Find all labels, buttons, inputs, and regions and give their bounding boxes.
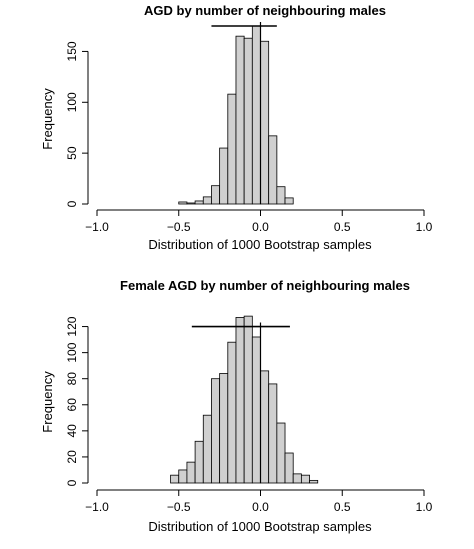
x-axis: −1.0 −0.5 0.0 0.5 1.0 xyxy=(85,209,433,234)
y-tick-label: 100 xyxy=(65,342,79,362)
interval-overlay xyxy=(211,22,277,204)
histogram-bars xyxy=(170,315,319,484)
y-tick-label: 40 xyxy=(65,424,79,438)
chart-title: Female AGD by number of neighbouring mal… xyxy=(120,278,410,293)
histogram-bar xyxy=(284,197,294,205)
x-tick-label: −0.5 xyxy=(167,500,191,514)
y-tick-label: 50 xyxy=(65,146,79,160)
histogram-bar xyxy=(268,135,278,205)
x-tick-label: 1.0 xyxy=(416,500,433,514)
histogram-bar xyxy=(260,40,270,205)
y-tick-label: 80 xyxy=(65,372,79,386)
histogram-bar xyxy=(268,383,278,484)
histogram-bar xyxy=(260,370,270,484)
x-tick-label: −1.0 xyxy=(85,220,109,234)
histogram-bar xyxy=(202,414,212,484)
x-axis: −1.0 −0.5 0.0 0.5 1.0 xyxy=(85,489,433,514)
x-axis-label: Distribution of 1000 Bootstrap samples xyxy=(148,237,372,252)
histogram-bar xyxy=(227,341,237,484)
histogram-bar xyxy=(170,474,180,484)
histogram-bar xyxy=(227,93,237,205)
histogram-bar xyxy=(178,469,188,484)
x-tick-label: −1.0 xyxy=(85,500,109,514)
x-tick-label: 0.5 xyxy=(334,500,351,514)
x-tick-label: 0.0 xyxy=(252,500,269,514)
x-axis-label: Distribution of 1000 Bootstrap samples xyxy=(148,519,372,534)
y-tick-label: 20 xyxy=(65,450,79,464)
x-tick-label: −0.5 xyxy=(167,220,191,234)
histogram-bar xyxy=(235,35,245,205)
x-tick-label: 0.0 xyxy=(252,220,269,234)
histogram-bars xyxy=(178,25,294,205)
histogram-bar xyxy=(276,186,286,205)
y-axis-label: Frequency xyxy=(40,371,55,433)
x-tick-label: 0.5 xyxy=(334,220,351,234)
histogram-bar xyxy=(211,185,221,205)
histogram-bar xyxy=(251,25,261,205)
histogram-bar xyxy=(219,147,229,205)
interval-overlay xyxy=(191,322,290,483)
histogram-bar xyxy=(194,440,204,484)
histogram-bar xyxy=(235,317,245,484)
histogram-bar xyxy=(219,373,229,484)
histogram-bar xyxy=(194,200,204,205)
histogram-bar xyxy=(300,474,310,484)
histogram-bar xyxy=(292,473,302,484)
y-axis: 0 20 40 60 80 100 120 xyxy=(65,316,89,486)
histogram-bar xyxy=(178,201,188,205)
histogram-bar xyxy=(284,452,294,484)
chart-title: AGD by number of neighbouring males xyxy=(144,3,386,18)
histogram-panel-female-agd: Female AGD by number of neighbouring mal… xyxy=(40,278,433,534)
y-tick-label: 0 xyxy=(65,479,79,486)
y-tick-label: 0 xyxy=(65,200,79,207)
y-axis: 0 50 100 150 xyxy=(65,41,89,207)
x-tick-label: 1.0 xyxy=(416,220,433,234)
histogram-bar xyxy=(243,315,253,484)
histogram-bar xyxy=(243,37,253,205)
histogram-bar xyxy=(251,336,261,484)
histogram-bar xyxy=(276,422,286,484)
y-tick-label: 100 xyxy=(65,92,79,112)
y-tick-label: 60 xyxy=(65,398,79,412)
histogram-bar xyxy=(309,479,319,484)
histogram-bar xyxy=(202,196,212,205)
y-tick-label: 150 xyxy=(65,41,79,61)
histogram-bar xyxy=(211,378,221,484)
histogram-bar xyxy=(186,202,196,205)
y-tick-label: 120 xyxy=(65,316,79,336)
histogram-bar xyxy=(186,461,196,484)
histogram-panel-agd: AGD by number of neighbouring males Freq… xyxy=(40,3,433,252)
y-axis-label: Frequency xyxy=(40,88,55,150)
